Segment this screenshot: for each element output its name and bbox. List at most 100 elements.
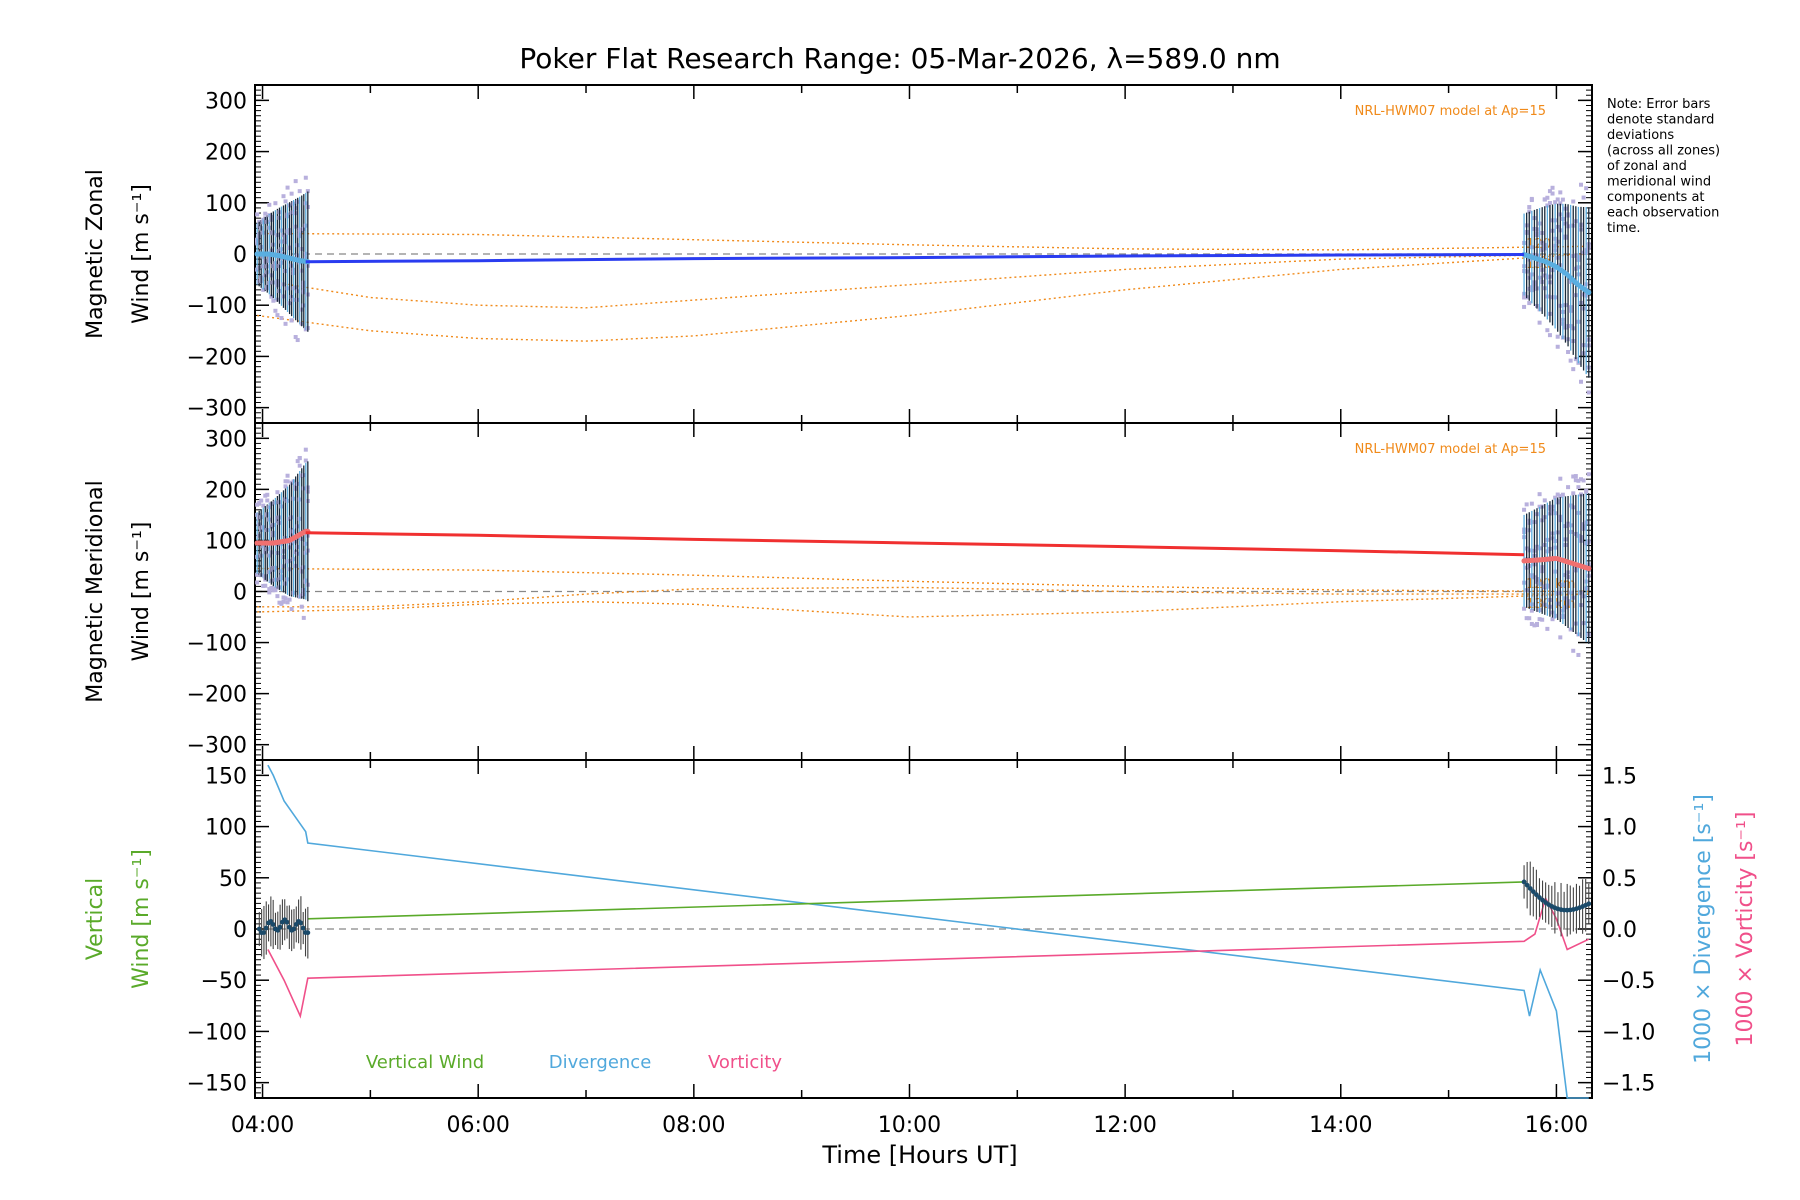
note-line: deviations — [1607, 128, 1674, 143]
scatter-point-zonal — [1547, 200, 1552, 205]
scatter-point-zonal — [281, 194, 286, 199]
scatter-point-meridional — [1555, 492, 1560, 497]
scatter-point-zonal — [1560, 197, 1565, 202]
scatter-point-zonal — [1527, 209, 1532, 214]
mean-marker-zonal — [1586, 289, 1592, 296]
scatter-point-zonal — [1584, 186, 1589, 191]
ytick-label-meridional: 300 — [205, 427, 247, 452]
ylabel-unit-zonal: Wind [m s⁻¹] — [129, 184, 154, 324]
xtick-label: 12:00 — [1093, 1113, 1156, 1138]
ytick-label-meridional: 0 — [233, 581, 247, 606]
panel-frame-meridional — [254, 422, 1593, 761]
scatter-point-meridional — [1537, 492, 1542, 497]
ytick-label-vertical: 100 — [205, 816, 247, 841]
scatter-point-zonal — [263, 211, 268, 216]
scatter-point-zonal — [1545, 328, 1550, 333]
scatter-point-zonal — [1547, 333, 1552, 338]
ytick-label-zonal: −100 — [187, 294, 247, 319]
y2tick-label: 0.0 — [1602, 918, 1637, 943]
scatter-point-meridional — [283, 596, 288, 601]
scatter-point-zonal — [1555, 197, 1560, 202]
scatter-point-zonal — [1555, 344, 1560, 349]
scatter-point-zonal — [1566, 350, 1571, 355]
model-curve-zonal — [257, 253, 1589, 342]
scatter-point-meridional — [1571, 648, 1576, 653]
zonal-wind-line — [305, 253, 1525, 264]
vertical-wind-marker — [270, 922, 276, 927]
y2label-vorticity: 1000 × Vorticity [s⁻¹] — [1733, 812, 1758, 1047]
scatter-point-zonal — [271, 298, 276, 303]
ytick-label-zonal: 100 — [205, 192, 247, 217]
vertical-wind-line — [307, 881, 1525, 920]
scatter-point-meridional — [261, 583, 266, 588]
ytick-label-vertical: −150 — [187, 1072, 247, 1097]
scatter-point-zonal — [293, 179, 298, 184]
scatter-point-zonal — [269, 294, 274, 299]
scatter-point-meridional — [1535, 621, 1540, 626]
scatter-point-meridional — [1524, 502, 1529, 507]
ytick-label-vertical: 0 — [233, 918, 247, 943]
legend-vertical-wind: Vertical Wind — [366, 1052, 484, 1073]
scatter-point-meridional — [275, 490, 280, 495]
scatter-point-zonal — [297, 189, 302, 194]
scatter-point-meridional — [267, 587, 272, 592]
scatter-point-meridional — [295, 459, 300, 464]
scatter-point-zonal — [289, 318, 294, 323]
vertical-wind-marker — [1533, 892, 1539, 898]
y2tick-label: 0.5 — [1602, 867, 1637, 892]
scatter-point-meridional — [303, 458, 308, 463]
ytick-label-meridional: −100 — [187, 632, 247, 657]
vertical-wind-marker — [1524, 882, 1530, 888]
scatter-point-zonal — [285, 185, 290, 190]
note-line: time. — [1607, 221, 1641, 236]
note-line: components at — [1607, 190, 1705, 205]
scatter-point-meridional — [255, 502, 260, 507]
vertical-wind-marker — [263, 925, 269, 931]
note-line: Note: Error bars — [1607, 97, 1711, 112]
scatter-point-zonal — [1586, 390, 1591, 395]
scatter-point-meridional — [259, 498, 264, 503]
mean-marker-meridional — [1586, 565, 1592, 572]
scatter-point-meridional — [1524, 616, 1529, 621]
scatter-point-meridional — [1537, 617, 1542, 622]
x-axis-label: Time [Hours UT] — [821, 1141, 1017, 1169]
scatter-point-zonal — [1542, 197, 1547, 202]
model-curve-meridional — [257, 586, 1589, 608]
scatter-point-meridional — [283, 479, 288, 484]
scatter-point-meridional — [1558, 635, 1563, 640]
scatter-point-zonal — [267, 202, 272, 207]
xtick-label: 10:00 — [878, 1113, 941, 1138]
ylabel-vertical: Vertical — [83, 878, 108, 960]
model-curve-meridional — [257, 593, 1589, 618]
note-line: denote standard — [1607, 113, 1714, 128]
vertical-wind-marker — [1527, 886, 1533, 891]
vertical-wind-marker — [284, 919, 290, 925]
note-line: of zonal and — [1607, 159, 1687, 174]
scatter-point-meridional — [1573, 478, 1578, 483]
scatter-point-zonal — [283, 199, 288, 204]
scatter-point-meridional — [281, 599, 286, 604]
scatter-point-zonal — [279, 316, 284, 321]
scatter-point-zonal — [273, 308, 278, 313]
scatter-point-zonal — [1558, 201, 1563, 206]
scatter-point-meridional — [285, 479, 290, 484]
scatter-point-meridional — [1576, 485, 1581, 490]
scatter-point-meridional — [267, 590, 272, 595]
scatter-point-meridional — [1571, 491, 1576, 496]
y2tick-label: 1.5 — [1602, 764, 1637, 789]
divergence-line — [267, 764, 1589, 1099]
vertical-wind-marker — [1521, 879, 1527, 885]
scatter-point-zonal — [295, 338, 300, 343]
ylabel-unit-meridional: Wind [m s⁻¹] — [129, 522, 154, 662]
scatter-point-zonal — [303, 175, 308, 180]
scatter-point-zonal — [1555, 334, 1560, 339]
vertical-wind-marker — [277, 924, 283, 930]
scatter-point-meridional — [285, 600, 290, 605]
scatter-point-zonal — [1545, 203, 1550, 208]
scatter-point-zonal — [1527, 301, 1532, 306]
scatter-point-zonal — [1573, 357, 1578, 362]
scatter-point-meridional — [1553, 495, 1558, 500]
scatter-point-meridional — [1550, 617, 1555, 622]
y2tick-label: −1.0 — [1602, 1020, 1655, 1045]
scatter-point-meridional — [255, 572, 260, 577]
